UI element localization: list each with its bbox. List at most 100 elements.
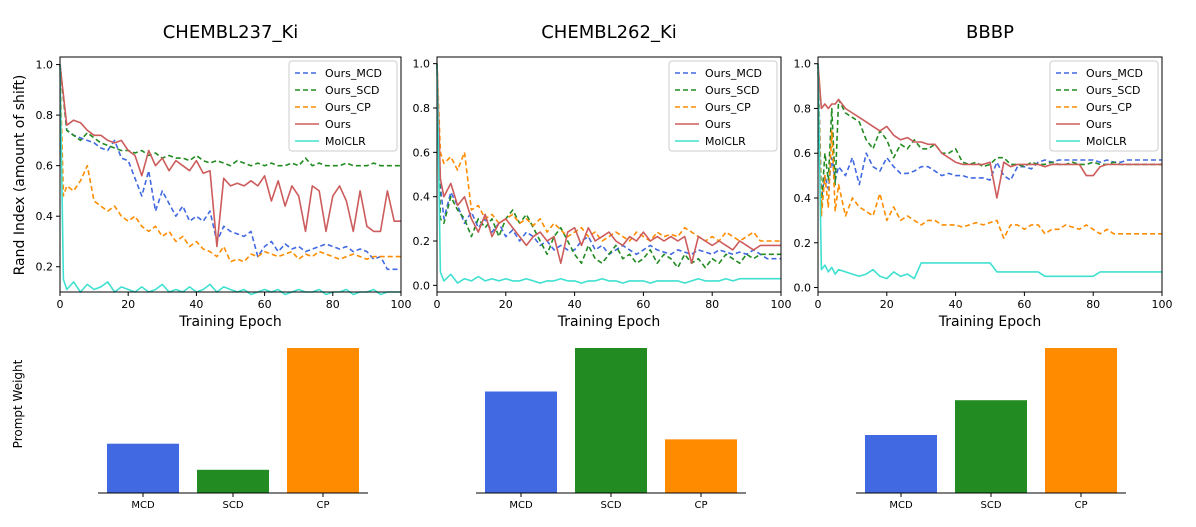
- bar-scd: [575, 348, 647, 493]
- y-tick-label: 0.8: [413, 102, 431, 115]
- legend-label: Ours_SCD: [1086, 84, 1141, 97]
- charts: CHEMBL237_Ki 0 20 40 60 80 100 0.2 0.4 0.6 0.8 1.0 T…: [36, 22, 1173, 511]
- legend: Ours_MCD Ours_SCD Ours_CP Ours MolCLR: [668, 60, 778, 152]
- bar-chart-5: MCD SCD CP: [856, 348, 1126, 511]
- bar-cp: [1045, 348, 1117, 493]
- series-line-ours: [817, 63, 1162, 199]
- x-tick-label: CP: [316, 500, 329, 511]
- chart-title: CHEMBL262_Ki: [541, 22, 677, 43]
- plot-frame: [436, 56, 782, 293]
- bar-mcd: [865, 435, 937, 493]
- x-tick-label: SCD: [980, 500, 1001, 511]
- y-tick-label: 0.8: [36, 109, 54, 122]
- line-ylabel: Rand Index (amount of shift): [12, 75, 28, 276]
- y-tick-label: 1.0: [413, 58, 431, 71]
- bar-ylabel: Prompt Weight: [11, 359, 25, 448]
- y-tick-label: 0.4: [794, 192, 812, 205]
- x-tick-label: 40: [949, 298, 963, 311]
- x-tick-label: 20: [121, 298, 135, 311]
- x-tick-label: MCD: [131, 500, 155, 511]
- series-line-molclr: [59, 64, 401, 296]
- bar-cp: [665, 439, 737, 493]
- legend-label: MolCLR: [705, 135, 746, 148]
- x-tick-label: 0: [434, 298, 441, 311]
- y-tick-label: 0.6: [794, 147, 812, 160]
- series-line-ours-mcd: [59, 64, 401, 271]
- legend-label: Ours: [1086, 118, 1112, 131]
- y-tick-label: 0.6: [413, 146, 431, 159]
- legend: Ours_MCD Ours_SCD Ours_CP Ours MolCLR: [288, 60, 398, 152]
- y-tick-label: 0.4: [413, 191, 431, 204]
- series-line-molclr: [436, 63, 781, 284]
- y-tick-label: 0.2: [36, 261, 54, 274]
- series-group: [59, 64, 401, 296]
- bar-chart-3: MCD SCD CP: [98, 348, 368, 511]
- series-line-ours-scd: [59, 64, 401, 167]
- y-tick-label: 1.0: [794, 58, 812, 71]
- x-tick-label: 100: [771, 298, 792, 311]
- x-tick-label: MCD: [509, 500, 533, 511]
- chart-title: BBBP: [966, 22, 1014, 43]
- bar-chart-4: MCD SCD CP: [476, 348, 746, 511]
- x-tick-label: 0: [57, 298, 64, 311]
- x-tick-label: 100: [1152, 298, 1173, 311]
- y-tick-label: 0.2: [794, 237, 812, 250]
- x-tick-label: 0: [815, 298, 822, 311]
- legend-box: [288, 60, 398, 152]
- y-tick-label: 0.0: [794, 282, 812, 295]
- legend-label: Ours_SCD: [705, 84, 760, 97]
- legend-label: Ours_CP: [1086, 101, 1132, 114]
- x-tick-label: 20: [880, 298, 894, 311]
- x-tick-label: 60: [636, 298, 650, 311]
- legend-label: Ours_MCD: [705, 67, 762, 80]
- x-tick-label: CP: [1074, 500, 1087, 511]
- x-tick-label: 100: [391, 298, 412, 311]
- x-tick-label: SCD: [222, 500, 243, 511]
- bar-mcd: [485, 391, 557, 493]
- x-axis-label: Training Epoch: [557, 314, 661, 330]
- legend-label: Ours_SCD: [325, 84, 380, 97]
- bar-mcd: [107, 443, 179, 493]
- plot-frame: [817, 56, 1163, 293]
- x-tick-label: 40: [568, 298, 582, 311]
- bar-cp: [287, 348, 359, 493]
- series-line-ours-scd: [436, 63, 781, 269]
- y-tick-label: 0.0: [413, 279, 431, 292]
- series-line-ours: [59, 64, 401, 248]
- line-chart-0: CHEMBL237_Ki 0 20 40 60 80 100 0.2 0.4 0.6 0.8 1.0 T…: [36, 22, 412, 330]
- y-tick-label: 1.0: [36, 59, 54, 72]
- line-chart-2: BBBP 0 20 40 60 80 100 0.0 0.2 0.4 0.6 0.8 1.0 Traini…: [794, 22, 1173, 330]
- chart-title: CHEMBL237_Ki: [163, 22, 299, 43]
- legend-box: [668, 60, 778, 152]
- series-line-ours: [436, 63, 781, 265]
- plot-frame: [59, 56, 402, 293]
- x-tick-label: 80: [1086, 298, 1100, 311]
- legend-box: [1049, 60, 1159, 152]
- legend-label: MolCLR: [325, 135, 366, 148]
- series-line-ours-cp: [436, 63, 781, 242]
- legend-label: Ours_MCD: [325, 67, 382, 80]
- legend-label: Ours: [325, 118, 351, 131]
- legend-label: Ours_CP: [705, 101, 751, 114]
- x-tick-label: 60: [1017, 298, 1031, 311]
- series-group: [817, 63, 1162, 280]
- line-chart-1: CHEMBL262_Ki 0 20 40 60 80 100 0.0 0.2 0.4 0.6 0.8 1…: [413, 22, 792, 330]
- x-axis-label: Training Epoch: [938, 314, 1042, 330]
- x-tick-label: 40: [189, 298, 203, 311]
- x-tick-label: CP: [694, 500, 707, 511]
- series-group: [436, 63, 781, 284]
- y-tick-label: 0.4: [36, 210, 54, 223]
- y-tick-label: 0.8: [794, 102, 812, 115]
- series-line-ours-cp: [817, 63, 1162, 240]
- series-line-molclr: [817, 63, 1162, 280]
- x-axis-label: Training Epoch: [178, 314, 282, 330]
- legend-label: Ours: [705, 118, 731, 131]
- legend: Ours_MCD Ours_SCD Ours_CP Ours MolCLR: [1049, 60, 1159, 152]
- x-tick-label: MCD: [889, 500, 913, 511]
- legend-label: Ours_CP: [325, 101, 371, 114]
- y-tick-label: 0.6: [36, 160, 54, 173]
- series-line-ours-cp: [59, 64, 401, 263]
- bar-scd: [197, 469, 269, 493]
- series-line-ours-mcd: [817, 63, 1162, 199]
